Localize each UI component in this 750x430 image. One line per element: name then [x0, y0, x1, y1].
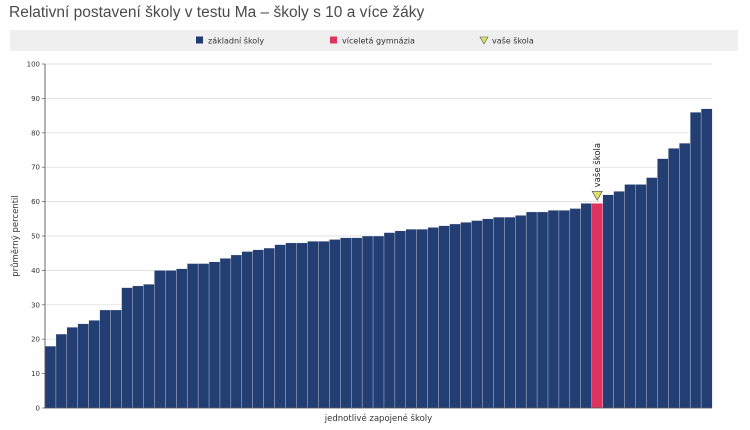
bar-zakladni-skola — [197, 263, 210, 409]
bar-zakladni-skola — [471, 220, 483, 409]
y-tick-label: 30 — [31, 301, 40, 309]
bar-zakladni-skola — [515, 215, 527, 409]
legend-background — [10, 30, 738, 51]
bar-zakladni-skola — [252, 249, 265, 409]
bar-zakladni-skola — [493, 216, 505, 409]
bar-zakladni-skola — [44, 345, 57, 409]
bar-zakladni-skola — [416, 228, 429, 409]
bar-zakladni-skola — [668, 148, 680, 409]
bar-zakladni-skola — [241, 251, 254, 409]
bar-zakladni-skola — [558, 210, 571, 409]
bar-zakladni-skola — [165, 270, 177, 409]
legend-label: základní školy — [208, 36, 264, 46]
bar-zakladni-skola — [657, 158, 669, 409]
your-school-marker: vaše škola — [591, 143, 603, 202]
legend-label: víceletá gymnázia — [342, 37, 415, 46]
bar-zakladni-skola — [208, 261, 221, 409]
bar-zakladni-skola — [536, 211, 549, 409]
bar-zakladni-skola — [66, 326, 79, 409]
y-axis-label: průměrný percentil — [10, 195, 21, 277]
bar-zakladni-skola — [372, 235, 385, 409]
bar-zakladni-skola — [449, 223, 461, 409]
y-tick-label: 70 — [31, 164, 40, 172]
bar-zakladni-skola — [460, 222, 472, 409]
bar-gymnazium — [591, 203, 604, 409]
bar-zakladni-skola — [99, 309, 112, 409]
bar-zakladni-skola — [285, 242, 297, 409]
your-school-label: vaše škola — [592, 143, 603, 187]
bar-zakladni-skola — [700, 108, 713, 409]
bar-zakladni-skola — [613, 191, 625, 409]
bar-zakladni-skola — [296, 242, 308, 409]
y-tick-label: 50 — [31, 233, 40, 241]
bar-zakladni-skola — [438, 225, 451, 409]
bar-zakladni-skola — [318, 240, 330, 409]
bar-zakladni-skola — [569, 208, 582, 409]
bar-zakladni-skola — [383, 232, 396, 409]
y-tick-label: 20 — [31, 336, 40, 344]
y-tick-label: 40 — [31, 267, 40, 275]
bar-zakladni-skola — [646, 177, 658, 409]
bar-zakladni-skola — [602, 194, 615, 409]
legend-marker-triangle — [479, 36, 489, 45]
bar-zakladni-skola — [504, 216, 516, 409]
bar-zakladni-skola — [143, 283, 155, 409]
y-tick-labels: 0 10 20 30 40 50 60 70 80 90 100 — [27, 61, 45, 413]
bar-zakladni-skola — [679, 142, 691, 409]
bar-zakladni-skola — [121, 287, 133, 409]
bar-zakladni-skola — [394, 230, 407, 409]
bar-zakladni-skola — [77, 323, 90, 409]
bar-zakladni-skola — [219, 258, 232, 409]
bar-zakladni-skola — [307, 240, 319, 409]
chart-title: Relativní postavení školy v testu Ma – š… — [9, 4, 425, 21]
y-tick-label: 100 — [27, 61, 40, 69]
y-tick-label: 80 — [31, 129, 40, 137]
bar-zakladni-skola — [482, 218, 494, 409]
your-school-triangle — [591, 190, 603, 202]
bar-zakladni-skola — [547, 210, 560, 409]
bar-zakladni-skola — [340, 237, 352, 409]
bar-zakladni-skola — [176, 268, 188, 409]
x-axis-label: jednotlivé zapojené školy — [324, 413, 432, 424]
legend-swatch — [330, 36, 337, 44]
bar-zakladni-skola — [110, 309, 123, 409]
bar-zakladni-skola — [427, 227, 440, 409]
bar-zakladni-skola — [263, 247, 276, 409]
y-tick-label: 60 — [31, 198, 40, 206]
y-tick-label: 0 — [36, 405, 40, 413]
bar-zakladni-skola — [580, 203, 593, 409]
bar-zakladni-skola — [274, 244, 287, 409]
bar-zakladni-skola — [350, 237, 363, 409]
bar-zakladni-skola — [624, 184, 636, 409]
bar-zakladni-skola — [405, 228, 418, 409]
y-tick-label: 10 — [31, 370, 40, 378]
bar-zakladni-skola — [361, 235, 374, 409]
bar-zakladni-skola — [525, 211, 538, 409]
bar-zakladni-skola — [230, 254, 243, 409]
bar-zakladni-skola — [329, 239, 341, 409]
legend-swatch — [196, 36, 203, 44]
bar-zakladni-skola — [689, 111, 702, 409]
bar-zakladni-skola — [186, 263, 199, 409]
bar-zakladni-skola — [55, 333, 68, 409]
bar-zakladni-skola — [88, 320, 101, 409]
bar-zakladni-skola — [635, 184, 647, 409]
y-tick-label: 90 — [31, 95, 40, 103]
bars — [44, 108, 713, 409]
bar-zakladni-skola — [154, 270, 166, 409]
bar-zakladni-skola — [132, 285, 144, 409]
legend-label: vaše škola — [492, 36, 534, 46]
legend: základní školy víceletá gymnázia vaše škol… — [10, 30, 738, 51]
